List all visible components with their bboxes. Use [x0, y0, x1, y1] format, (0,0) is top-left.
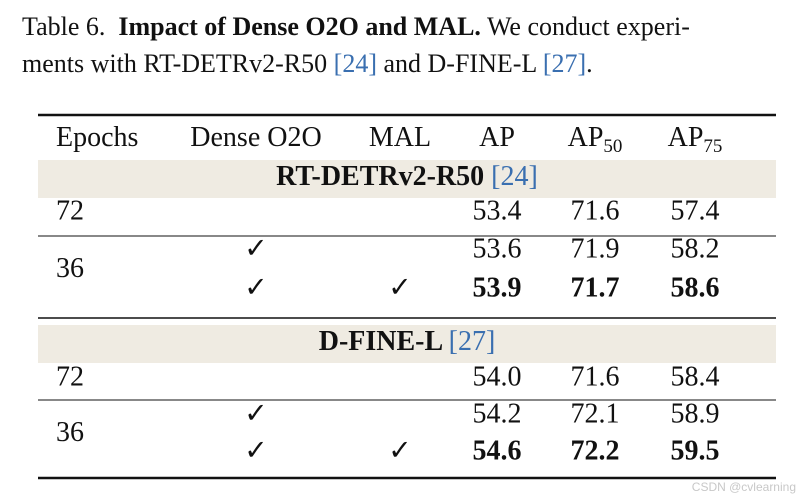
- caption-label: Table 6.: [22, 12, 106, 41]
- watermark: CSDN @cvlearning: [691, 480, 796, 494]
- metric-cell: 71.6: [571, 361, 620, 392]
- header-text: AP: [479, 122, 515, 153]
- metric-cell: 59.5: [671, 435, 720, 466]
- header-cell: AP75: [668, 122, 723, 157]
- header-text: MAL: [369, 122, 431, 153]
- metric-cell: 53.9: [473, 272, 522, 303]
- caption-text: .: [586, 49, 593, 78]
- metric-cell: 71.6: [571, 195, 620, 226]
- caption: Table 6. Impact of Dense O2O and MAL. We…: [22, 8, 792, 82]
- caption-text: We conduct experi-: [486, 12, 690, 41]
- metric-cell: 72.1: [571, 398, 620, 429]
- header-cell: AP50: [568, 122, 623, 157]
- metric-cell: 57.4: [671, 195, 720, 226]
- metric-cell: 71.9: [571, 233, 620, 264]
- group-title: D-FINE-L [27]: [319, 326, 496, 357]
- epochs-cell: 36: [56, 417, 84, 448]
- header-cell: Dense O2O: [190, 122, 321, 153]
- metric-cell: 58.2: [671, 233, 720, 264]
- epochs-cell: 72: [56, 361, 84, 392]
- metric-cell: 58.9: [671, 398, 720, 429]
- metric-cell: 53.6: [473, 233, 522, 264]
- caption-text: and D-FINE-L: [376, 49, 543, 78]
- header-text: AP: [568, 122, 604, 153]
- header-subscript: 50: [603, 136, 622, 157]
- epochs-cell: 36: [56, 253, 84, 284]
- header-cell: Epochs: [56, 122, 138, 153]
- group-name: RT-DETRv2-R50: [276, 161, 491, 192]
- header-text: Dense O2O: [190, 122, 321, 153]
- group-citation: [24]: [491, 161, 538, 192]
- group-name: D-FINE-L: [319, 326, 449, 357]
- check-cell: ✓: [244, 272, 267, 303]
- metric-cell: 72.2: [571, 435, 620, 466]
- epochs-cell: 72: [56, 195, 84, 226]
- check-cell: ✓: [244, 233, 267, 264]
- metric-cell: 54.2: [473, 398, 522, 429]
- metric-cell: 54.0: [473, 361, 522, 392]
- check-cell: ✓: [388, 435, 411, 466]
- metric-cell: 71.7: [571, 272, 620, 303]
- check-cell: ✓: [244, 398, 267, 429]
- citation[interactable]: [27]: [542, 49, 587, 78]
- header-cell: AP: [479, 122, 515, 153]
- caption-text: ments with RT-DETRv2-R50: [22, 49, 334, 78]
- check-cell: ✓: [244, 435, 267, 466]
- group-band: [38, 325, 776, 363]
- caption-title: Impact of Dense O2O and MAL.: [118, 12, 481, 41]
- header-subscript: 75: [703, 136, 722, 157]
- group-band: [38, 160, 776, 198]
- header-text: Epochs: [56, 122, 138, 153]
- check-cell: ✓: [388, 272, 411, 303]
- group-title: RT-DETRv2-R50 [24]: [276, 161, 538, 192]
- header-cell: MAL: [369, 122, 431, 153]
- header-text: AP: [668, 122, 704, 153]
- metric-cell: 53.4: [473, 195, 522, 226]
- citation[interactable]: [24]: [333, 49, 377, 78]
- metric-cell: 58.4: [671, 361, 720, 392]
- metric-cell: 58.6: [671, 272, 720, 303]
- metric-cell: 54.6: [473, 435, 522, 466]
- group-citation: [27]: [449, 326, 496, 357]
